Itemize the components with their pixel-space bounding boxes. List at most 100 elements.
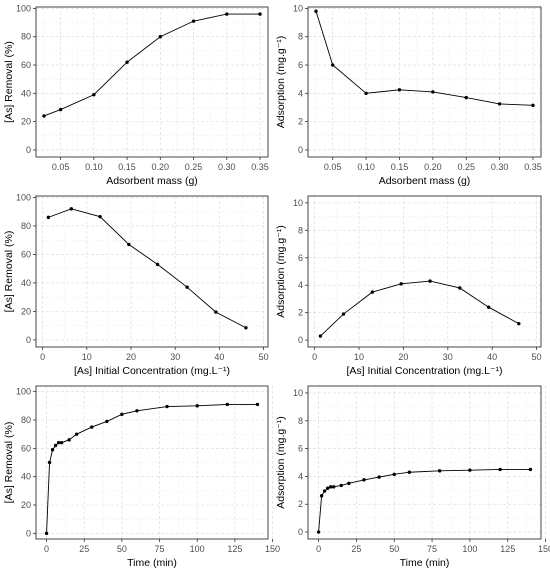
y-tick-label: 4 [298,280,303,290]
data-point [392,472,396,477]
y-tick-label: 60 [21,60,31,70]
y-axis-title: [As] Removal (%) [3,231,15,313]
x-tick-label: 0 [44,544,49,554]
y-axis-title: [As] Removal (%) [3,422,15,504]
y-tick-label: 80 [21,221,31,231]
data-point [47,460,52,465]
x-tick-label: 0.15 [118,162,136,172]
data-point [339,483,343,488]
x-tick-label: 0.05 [324,162,342,172]
y-tick-label: 8 [298,416,303,426]
data-point [58,107,63,112]
data-point [69,207,74,211]
data-point [407,470,412,474]
x-axis-title: Time (min) [400,557,450,568]
x-tick-label: 0.35 [251,162,269,172]
y-tick-label: 80 [21,415,31,425]
series-line [43,13,261,117]
chart-panel-5: 0 25 50 75 100 125 150 0 20 40 60 80 100 Time (min) [A… [3,385,280,568]
y-tick-label: 100 [16,192,31,202]
data-point [517,321,521,326]
data-point [370,290,375,294]
y-tick-label: 100 [16,387,31,397]
x-tick-label: 125 [227,544,242,554]
data-point [332,485,336,489]
y-tick-label: 6 [298,444,303,454]
x-tick-label: 150 [265,544,280,554]
panel-background [36,196,268,347]
x-tick-label: 75 [155,544,165,554]
data-point [498,467,502,472]
data-point [531,103,535,108]
y-tick-label: 10 [293,3,303,13]
y-tick-label: 0 [26,145,31,155]
data-point [56,440,61,445]
data-point [53,443,58,448]
data-point [486,305,491,309]
x-tick-label: 0.20 [424,162,442,172]
x-tick-label: 50 [259,352,269,362]
data-point [316,530,321,534]
data-point [377,475,381,479]
x-tick-label: 10 [354,352,364,362]
panel-border [307,6,542,158]
x-tick-label: 50 [117,544,127,554]
data-point [319,494,324,498]
data-point [458,286,462,290]
y-tick-label: 0 [298,145,303,155]
series-line [46,403,258,534]
data-point [185,285,189,289]
data-point [258,12,262,16]
panel-background [36,7,268,157]
data-point [331,63,335,67]
data-point [125,60,129,64]
data-point [399,282,403,286]
panel-border [35,6,269,158]
x-tick-label: 150 [538,544,550,554]
y-tick-label: 80 [21,32,31,42]
data-point [325,486,330,490]
y-axis-title: Adsorption (mg.g⁻¹) [275,225,287,318]
x-tick-label: 0 [40,352,45,362]
data-point [318,334,323,338]
x-axis-title: Adsorbent mass (g) [379,175,471,187]
data-point [431,90,435,94]
x-tick-label: 40 [487,352,497,362]
data-point [42,114,46,118]
x-axis-title: Time (min) [127,557,177,568]
data-point [44,531,49,536]
x-tick-label: 0.30 [218,162,236,172]
data-point [155,262,160,267]
x-tick-label: 100 [190,544,205,554]
y-tick-label: 10 [293,198,303,208]
x-tick-label: 20 [398,352,408,362]
x-tick-label: 30 [443,352,453,362]
data-point [314,9,318,13]
x-tick-label: 0.10 [85,162,103,172]
data-point [225,402,230,407]
x-tick-label: 0.10 [357,162,375,172]
y-tick-label: 100 [16,3,31,13]
data-point [67,438,71,442]
x-tick-label: 125 [500,544,515,554]
data-point [528,467,533,472]
data-point [46,215,51,220]
x-axis-title: [As] Initial Concentration (mg.L⁻¹) [346,365,502,377]
data-point [322,489,327,493]
data-point [464,95,468,100]
x-tick-label: 0 [316,544,321,554]
data-point [437,469,442,473]
y-axis-title: [As] Removal (%) [3,41,15,123]
y-tick-label: 2 [298,499,303,509]
y-tick-label: 6 [298,60,303,70]
x-tick-label: 0.25 [185,162,203,172]
y-tick-label: 20 [21,117,31,127]
x-tick-label: 0.35 [524,162,542,172]
data-point [127,242,131,247]
chart-panel-3: 0 10 20 30 40 50 0 20 40 60 80 100 [As] Initial Conc… [3,192,269,377]
y-tick-label: 40 [21,88,31,98]
panel-border [35,195,269,348]
y-tick-label: 2 [298,117,303,127]
panel-border [307,385,542,540]
